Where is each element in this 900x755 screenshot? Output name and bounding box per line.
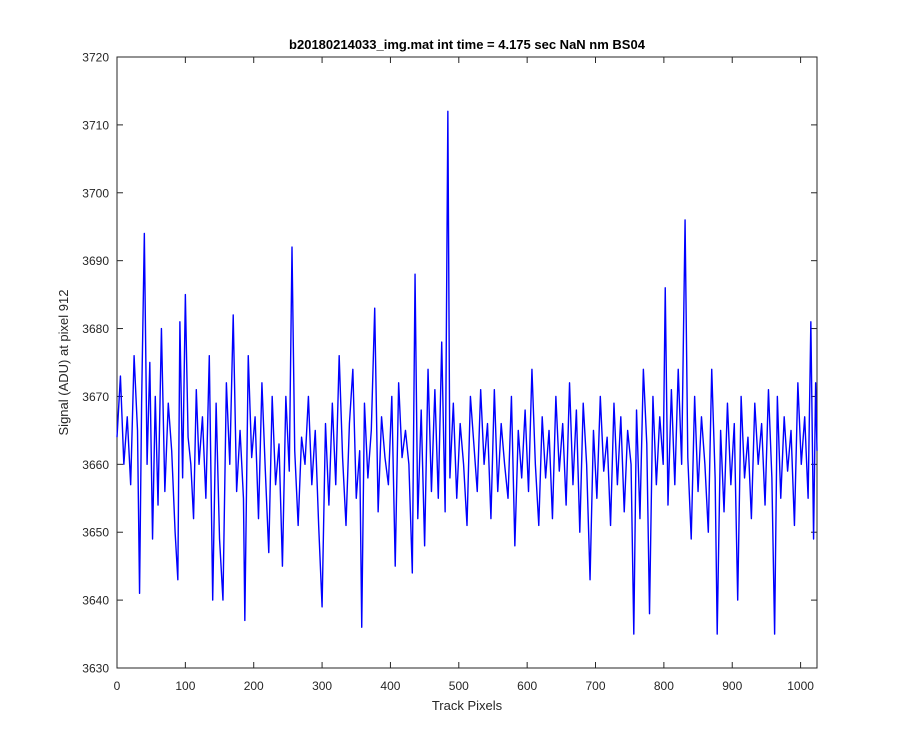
y-tick-label: 3650 [82, 526, 109, 540]
x-tick-label: 0 [114, 679, 121, 693]
y-tick-label: 3690 [82, 254, 109, 268]
x-tick-label: 800 [654, 679, 674, 693]
y-tick-label: 3630 [82, 662, 109, 676]
y-tick-label: 3660 [82, 458, 109, 472]
x-tick-label: 300 [312, 679, 332, 693]
y-tick-label: 3700 [82, 186, 109, 200]
x-tick-label: 1000 [787, 679, 814, 693]
y-tick-label: 3680 [82, 322, 109, 336]
y-axis-label: Signal (ADU) at pixel 912 [56, 290, 71, 436]
x-tick-label: 500 [449, 679, 469, 693]
x-axis-label: Track Pixels [432, 698, 503, 713]
x-tick-label: 200 [244, 679, 264, 693]
x-tick-label: 400 [380, 679, 400, 693]
x-tick-label: 600 [517, 679, 537, 693]
x-tick-label: 100 [175, 679, 195, 693]
y-tick-label: 3640 [82, 594, 109, 608]
x-ticks: 0 100 200 300 400 500 600 700 800 900 1000 [114, 57, 814, 693]
x-tick-label: 900 [722, 679, 742, 693]
series-line [116, 110, 818, 635]
x-tick-label: 700 [586, 679, 606, 693]
y-ticks: 3630 3640 3650 3660 3670 3680 3690 3700 3710 3720 [82, 51, 817, 676]
y-tick-label: 3720 [82, 51, 109, 65]
chart-title: b20180214033_img.mat int time = 4.175 se… [289, 37, 646, 52]
y-tick-label: 3670 [82, 390, 109, 404]
y-tick-label: 3710 [82, 118, 109, 132]
